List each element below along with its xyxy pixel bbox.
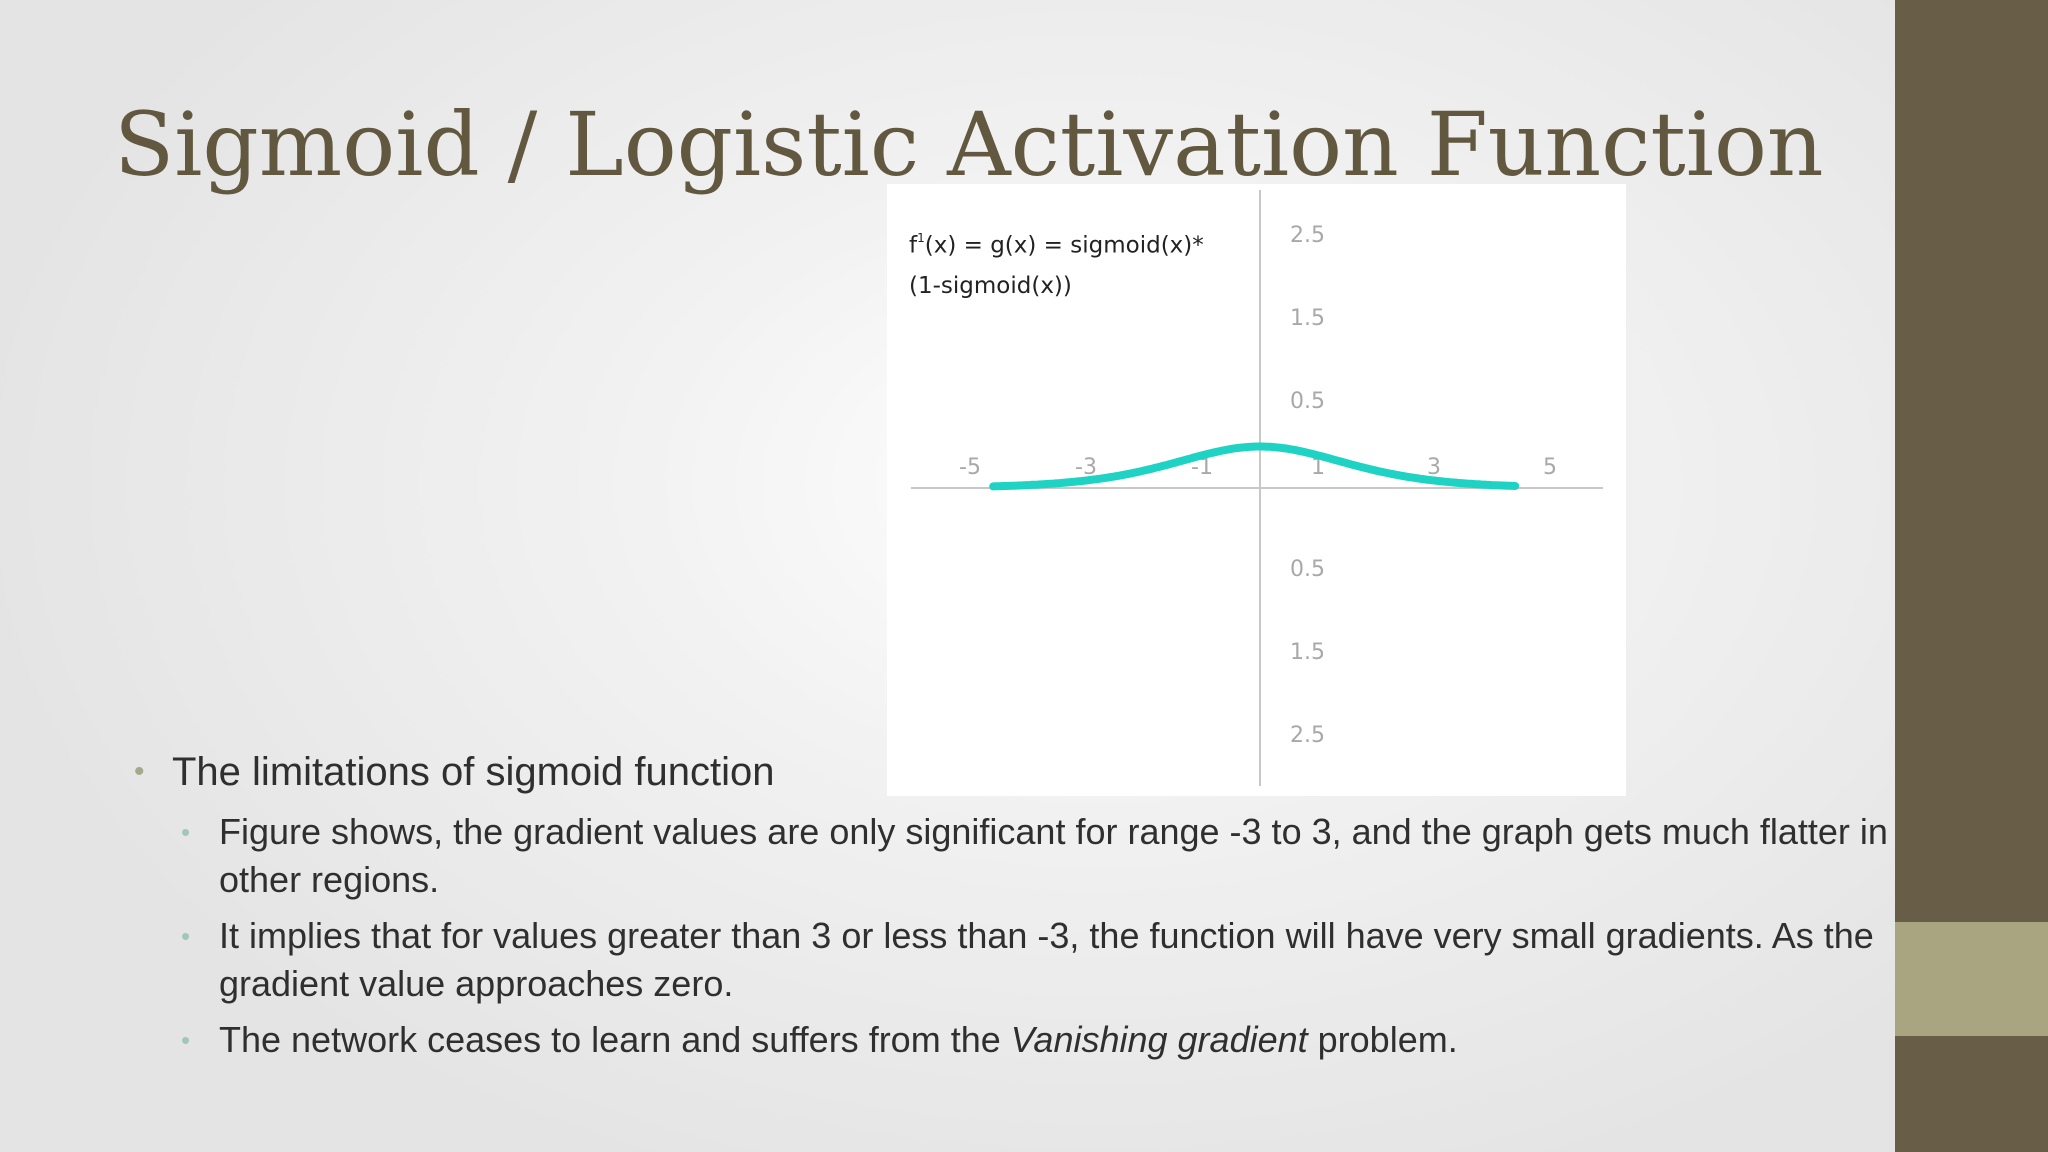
bullet-dot-icon: • bbox=[181, 817, 191, 847]
formula-main: (x) = g(x) = sigmoid(x)* bbox=[924, 232, 1204, 259]
x-tick-label: -1 bbox=[1191, 455, 1213, 480]
x-tick-label: -5 bbox=[959, 455, 981, 480]
x-tick-label: -3 bbox=[1075, 455, 1097, 480]
x-tick-label: 5 bbox=[1543, 455, 1557, 480]
formula-f: f bbox=[909, 232, 918, 259]
x-tick-label: 1 bbox=[1311, 455, 1325, 480]
y-tick-label: 2.5 bbox=[1290, 723, 1325, 748]
bullet-main-text: The limitations of sigmoid function bbox=[172, 750, 775, 794]
x-tick-label: 3 bbox=[1427, 455, 1441, 480]
series-line bbox=[989, 442, 1520, 491]
bullet-list: • The limitations of sigmoid function • … bbox=[134, 744, 1894, 1064]
y-tick-label: 2.5 bbox=[1290, 223, 1325, 248]
bullet-sub-2-text: It implies that for values greater than … bbox=[219, 915, 1874, 1004]
formula-prime: 1 bbox=[917, 231, 925, 245]
bullet-dot-icon: • bbox=[134, 755, 145, 788]
formula-continuation: (1-sigmoid(x)) bbox=[909, 272, 1072, 299]
bullet-sub-3-text-post: problem. bbox=[1307, 1019, 1458, 1060]
slide-title: Sigmoid / Logistic Activation Function bbox=[114, 93, 1824, 196]
chart-formula: f1(x) = g(x) = sigmoid(x)* (1-sigmoid(x)… bbox=[909, 220, 1204, 306]
bullet-sub-1: • Figure shows, the gradient values are … bbox=[181, 808, 1919, 904]
bullet-dot-icon: • bbox=[181, 1025, 191, 1055]
bullet-sub-3: • The network ceases to learn and suffer… bbox=[181, 1016, 1919, 1064]
sigmoid-derivative-chart: -5 -3 -1 1 3 5 2.5 1.5 0.5 0.5 1.5 2.5 f1(x) = g(x)… bbox=[887, 184, 1626, 796]
chart-canvas: -5 -3 -1 1 3 5 2.5 1.5 0.5 0.5 1.5 2.5 bbox=[911, 190, 1603, 786]
bullet-dot-icon: • bbox=[181, 921, 191, 951]
bullet-main: • The limitations of sigmoid function bbox=[134, 744, 1894, 800]
y-tick-label: 0.5 bbox=[1290, 389, 1325, 414]
bullet-sub-3-emphasis: Vanishing gradient bbox=[1010, 1019, 1308, 1060]
bullet-sub-2: • It implies that for values greater tha… bbox=[181, 912, 1919, 1008]
side-accent-block bbox=[1895, 922, 2048, 1036]
y-tick-label: 0.5 bbox=[1290, 557, 1325, 582]
y-tick-label: 1.5 bbox=[1290, 640, 1325, 665]
bullet-sub-3-text-pre: The network ceases to learn and suffers … bbox=[219, 1019, 1011, 1060]
y-tick-label: 1.5 bbox=[1290, 306, 1325, 331]
bullet-sub-1-text: Figure shows, the gradient values are on… bbox=[219, 811, 1888, 900]
